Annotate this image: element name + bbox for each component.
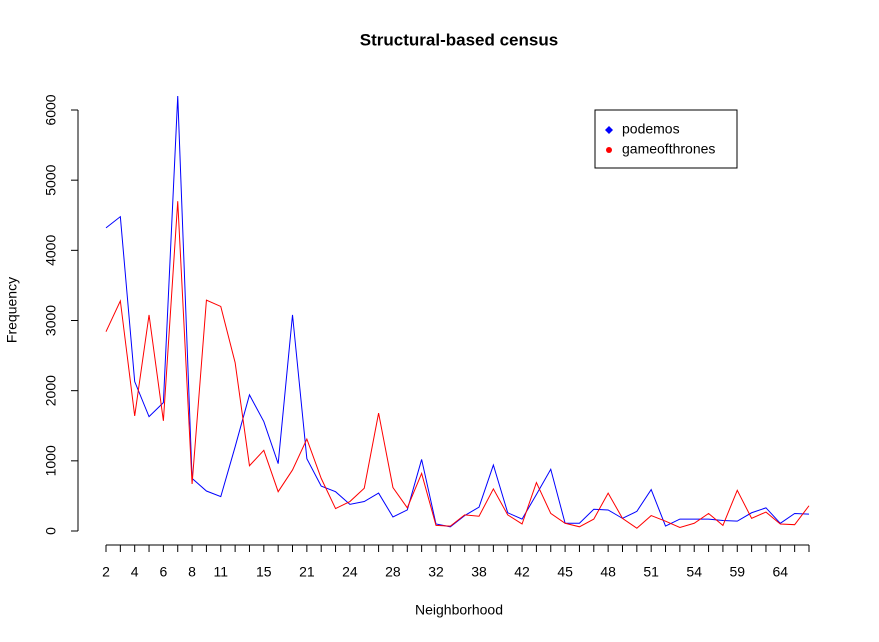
x-tick-label: 21 xyxy=(299,564,315,580)
x-tick-label: 32 xyxy=(428,564,444,580)
x-tick-label: 2 xyxy=(102,564,110,580)
x-tick-label: 54 xyxy=(686,564,702,580)
x-tick-label: 51 xyxy=(643,564,659,580)
y-tick-label: 5000 xyxy=(43,164,59,195)
x-tick-label: 8 xyxy=(188,564,196,580)
x-tick-label: 28 xyxy=(385,564,401,580)
chart-title: Structural-based census xyxy=(360,30,558,49)
line-series xyxy=(105,201,810,529)
line-series xyxy=(105,95,810,528)
y-tick-label: 0 xyxy=(43,527,59,535)
legend-label: gameofthrones xyxy=(622,141,715,157)
x-tick-label: 6 xyxy=(159,564,167,580)
x-tick-label: 45 xyxy=(557,564,573,580)
y-tick-label: 6000 xyxy=(43,94,59,125)
x-axis-label: Neighborhood xyxy=(415,602,503,618)
x-tick-label: 64 xyxy=(773,564,789,580)
legend-box xyxy=(594,109,738,169)
legend-marker xyxy=(605,126,613,134)
y-tick-label: 3000 xyxy=(43,305,59,336)
x-tick-label: 24 xyxy=(342,564,358,580)
x-tick-label: 38 xyxy=(471,564,487,580)
x-tick-label: 48 xyxy=(600,564,616,580)
y-axis-label: Frequency xyxy=(4,277,20,343)
x-tick-label: 42 xyxy=(514,564,530,580)
x-tick-label: 4 xyxy=(131,564,139,580)
y-tick-label: 4000 xyxy=(43,235,59,266)
y-tick-label: 2000 xyxy=(43,375,59,406)
legend-label: podemos xyxy=(622,121,680,137)
x-tick-label: 15 xyxy=(256,564,272,580)
x-tick-label: 11 xyxy=(214,564,229,580)
legend-marker xyxy=(606,147,612,153)
y-tick-label: 1000 xyxy=(43,445,59,476)
x-tick-label: 59 xyxy=(729,564,745,580)
